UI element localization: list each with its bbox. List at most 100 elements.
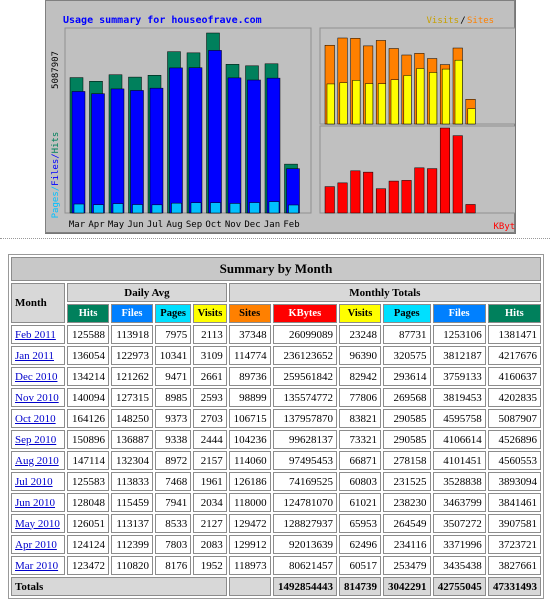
value-cell: 124124 <box>67 535 110 554</box>
month-label-mar: Mar <box>69 220 86 230</box>
kbytes-bar <box>414 167 425 214</box>
month-cell: Aug 2010 <box>11 451 66 470</box>
totals-value: 814739 <box>339 577 381 596</box>
table-row: Sep 2010 150896 136887 9338 2444 104236 996281… <box>11 430 541 449</box>
value-cell: 80621457 <box>272 556 338 575</box>
pages-bar <box>268 201 280 214</box>
value-cell: 3463799 <box>432 493 486 512</box>
value-cell: 115459 <box>111 493 153 512</box>
value-cell: 118973 <box>228 556 271 575</box>
value-cell: 126186 <box>228 472 271 491</box>
value-cell: 4101451 <box>432 451 486 470</box>
pages-bar <box>190 202 202 214</box>
month-link[interactable]: Jan 2011 <box>15 349 55 362</box>
value-cell: 7468 <box>154 472 192 491</box>
visits-bar <box>377 83 386 125</box>
files-bar <box>227 77 242 214</box>
value-cell: 1253106 <box>432 325 486 344</box>
month-link[interactable]: May 2010 <box>15 517 60 530</box>
month-link[interactable]: Apr 2010 <box>15 538 57 551</box>
daily-avg-header: Daily Avg <box>67 283 227 302</box>
value-cell: 136054 <box>67 346 110 365</box>
month-label-jan: Jan <box>264 220 280 230</box>
visits-bar <box>390 79 399 125</box>
value-cell: 3507272 <box>432 514 486 533</box>
value-cell: 77806 <box>339 388 381 407</box>
value-cell: 2157 <box>193 451 227 470</box>
month-link[interactable]: Nov 2010 <box>15 391 59 404</box>
month-link[interactable]: Jun 2010 <box>15 496 56 509</box>
pages-bar <box>229 203 241 214</box>
value-cell: 2083 <box>193 535 227 554</box>
month-link[interactable]: Dec 2010 <box>15 370 58 383</box>
value-cell: 2444 <box>193 430 227 449</box>
kbytes-bar <box>427 168 438 214</box>
month-link[interactable]: Feb 2011 <box>15 328 56 341</box>
value-cell: 320575 <box>382 346 431 365</box>
value-cell: 3723721 <box>487 535 541 554</box>
month-link[interactable]: Jul 2010 <box>15 475 53 488</box>
value-cell: 3893094 <box>487 472 541 491</box>
value-cell: 98899 <box>228 388 271 407</box>
month-link[interactable]: Oct 2010 <box>15 412 56 425</box>
value-cell: 122973 <box>111 346 153 365</box>
summary-by-month-table: Summary by Month Month Daily Avg Monthly To… <box>8 254 544 599</box>
pages-bar <box>249 202 260 214</box>
value-cell: 1952 <box>193 556 227 575</box>
month-cell: Dec 2010 <box>11 367 66 386</box>
value-cell: 87731 <box>382 325 431 344</box>
value-cell: 60803 <box>339 472 381 491</box>
value-cell: 118000 <box>228 493 271 512</box>
month-link[interactable]: Mar 2010 <box>15 559 59 572</box>
month-cell: Apr 2010 <box>11 535 66 554</box>
legend-visits: Visits <box>426 16 459 26</box>
visits-bar <box>441 68 450 125</box>
value-cell: 2703 <box>193 409 227 428</box>
value-cell: 2113 <box>193 325 227 344</box>
month-cell: Jul 2010 <box>11 472 66 491</box>
column-header-pages: Pages <box>382 304 431 323</box>
value-cell: 89736 <box>228 367 271 386</box>
value-cell: 4202835 <box>487 388 541 407</box>
month-label-nov: Nov <box>225 220 241 230</box>
column-header-hits: Hits <box>67 304 110 323</box>
month-label-jul: Jul <box>147 220 163 230</box>
legend-separator: / <box>460 16 465 26</box>
value-cell: 114774 <box>228 346 271 365</box>
value-cell: 127315 <box>111 388 153 407</box>
value-cell: 3528838 <box>432 472 486 491</box>
value-cell: 7803 <box>154 535 192 554</box>
value-cell: 136887 <box>111 430 153 449</box>
kbytes-bar <box>401 180 412 214</box>
value-cell: 147114 <box>67 451 110 470</box>
value-cell: 74169525 <box>272 472 338 491</box>
month-link[interactable]: Sep 2010 <box>15 433 57 446</box>
section-divider <box>0 238 550 245</box>
files-bar <box>188 67 203 214</box>
month-link[interactable]: Aug 2010 <box>15 454 59 467</box>
month-cell: Jun 2010 <box>11 493 66 512</box>
value-cell: 128827937 <box>272 514 338 533</box>
column-header-hits: Hits <box>487 304 541 323</box>
value-cell: 8985 <box>154 388 192 407</box>
value-cell: 231525 <box>382 472 431 491</box>
value-cell: 3841461 <box>487 493 541 512</box>
column-header-visits: Visits <box>193 304 227 323</box>
value-cell: 99628137 <box>272 430 338 449</box>
value-cell: 4106614 <box>432 430 486 449</box>
value-cell: 234116 <box>382 535 431 554</box>
pages-bar <box>93 204 104 214</box>
value-cell: 2127 <box>193 514 227 533</box>
files-bar <box>266 77 281 214</box>
value-cell: 269568 <box>382 388 431 407</box>
visits-bar <box>429 72 438 125</box>
value-cell: 124781070 <box>272 493 338 512</box>
column-header-files: Files <box>432 304 486 323</box>
value-cell: 125583 <box>67 472 110 491</box>
value-cell: 8176 <box>154 556 192 575</box>
value-cell: 37348 <box>228 325 271 344</box>
value-cell: 112399 <box>111 535 153 554</box>
pages-bar <box>132 204 143 214</box>
month-label-dec: Dec <box>244 220 260 230</box>
value-cell: 123472 <box>67 556 110 575</box>
